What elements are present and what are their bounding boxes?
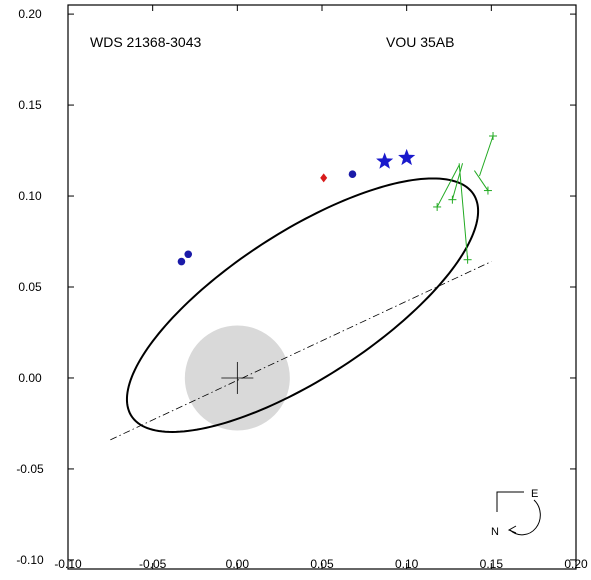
y-tick-label: -0.05 bbox=[16, 462, 44, 476]
compass-east-arm bbox=[496, 491, 524, 512]
x-tick-label: 0.10 bbox=[395, 557, 419, 571]
axis-ticks: -0.10 -0.05 0.00 0.05 0.10 0.15 0.20 -0.10 -0.05… bbox=[16, 5, 588, 571]
residual-line bbox=[458, 163, 469, 260]
line-of-apsides bbox=[110, 261, 492, 441]
orbit-layer bbox=[110, 177, 492, 441]
x-tick-label: 0.00 bbox=[226, 557, 250, 571]
y-tick-label: 0.10 bbox=[18, 189, 42, 203]
y-tick-label: 0.05 bbox=[18, 280, 42, 294]
x-tick-label: 0.20 bbox=[564, 557, 588, 571]
dot-point bbox=[184, 250, 193, 259]
x-tick-label: -0.05 bbox=[139, 557, 167, 571]
y-tick-label: 0.00 bbox=[18, 371, 42, 385]
dot-point bbox=[177, 257, 186, 266]
residual-line bbox=[436, 164, 460, 208]
compass-east-label: E bbox=[531, 488, 538, 500]
chart-title-left: WDS 21368-3043 bbox=[90, 34, 202, 50]
y-tick-label: 0.15 bbox=[18, 98, 42, 112]
dot-point bbox=[348, 170, 357, 178]
plot-frame bbox=[67, 4, 577, 570]
chart-title-right: VOU 35AB bbox=[386, 34, 454, 50]
star-point bbox=[398, 148, 416, 166]
y-tick-label: 0.20 bbox=[18, 7, 42, 21]
compass-arrow bbox=[509, 499, 541, 536]
residual-line bbox=[451, 163, 464, 200]
residual-line bbox=[479, 135, 494, 177]
residual-line bbox=[473, 170, 489, 191]
primary-disk-layer bbox=[184, 325, 290, 431]
compass-arrow-head bbox=[507, 525, 517, 534]
orbit-ellipse bbox=[125, 177, 480, 433]
star-point bbox=[376, 152, 394, 169]
y-tick-label: -0.10 bbox=[16, 553, 44, 567]
x-tick-label: 0.15 bbox=[480, 557, 504, 571]
data-marks bbox=[177, 131, 498, 266]
compass: E N bbox=[491, 488, 541, 538]
diamond-point bbox=[320, 173, 328, 183]
compass-north-label: N bbox=[491, 526, 499, 538]
x-tick-label: 0.05 bbox=[310, 557, 334, 571]
x-tick-label: -0.10 bbox=[54, 557, 82, 571]
